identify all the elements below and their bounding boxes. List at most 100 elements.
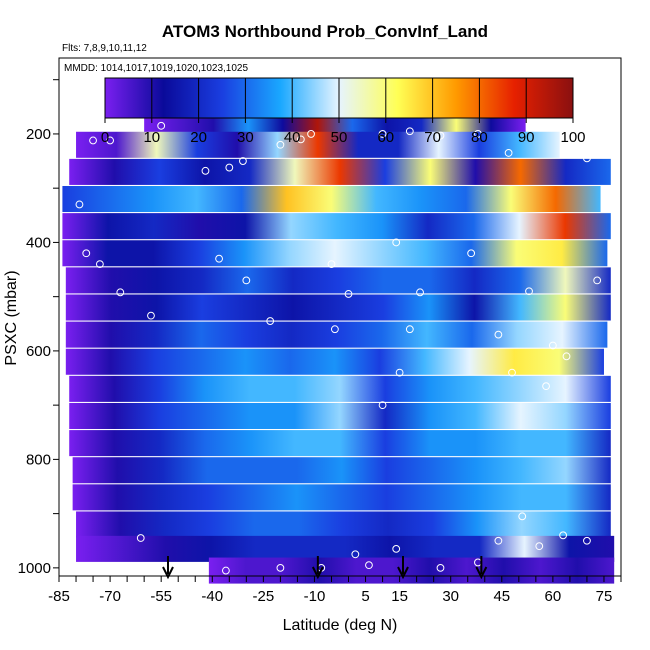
colorbar-tick-label: 0 [101,129,109,146]
sample-point [351,550,360,559]
y-axis: 200 400 600 800 1000 [18,79,59,577]
sample-point [307,130,315,138]
x-axis: -85 -70 -55 -40 -25 -10 5 15 30 45 60 75 [48,576,622,605]
sample-point [436,131,445,140]
sample-point [405,127,414,136]
colorbar-tick-label: 10 [143,129,160,146]
y-tick-label: 1000 [18,560,51,577]
x-axis-label: Latitude (deg N) [283,617,398,634]
heatmap-layer [76,511,611,538]
heatmap-layer [69,158,611,185]
sample-point [215,254,223,263]
x-tick-label: 75 [596,588,613,605]
heatmap-layer [69,375,611,402]
sample-point [296,135,305,144]
colorbar-tick-label: 100 [560,129,585,146]
sample-point [392,544,401,553]
sample-point [518,512,527,521]
sample-point [548,341,557,350]
sample-point [405,325,414,334]
sample-point [583,154,591,163]
sample-point [157,121,166,130]
sample-point [392,238,401,247]
sample-point [504,149,513,157]
colorbar-tick-label: 30 [237,129,254,146]
flight-arrow-head [311,566,324,580]
sample-point [416,288,424,297]
sample-points [75,121,602,575]
heatmap-layer [62,213,611,240]
heatmap-layer [62,240,608,267]
sample-point [494,330,503,339]
colorbar-tick-label: 50 [331,129,348,146]
sample-point [436,563,445,572]
sample-point [344,290,353,298]
colorbar-tick-label: 60 [377,129,394,146]
y-tick-label: 200 [26,126,51,143]
sample-point [494,536,503,545]
heatmap-layer [65,348,604,375]
sample-point [136,534,145,542]
flight-arrow-head [475,566,488,580]
sample-point [147,311,155,320]
sample-point [583,536,591,545]
sample-point [559,531,567,540]
x-tick-label: 30 [442,588,459,605]
sample-point [525,287,533,296]
flights-note: Flts: 7,8,9,10,11,12 [62,43,147,54]
heatmap-layer [65,321,608,348]
heatmap-layer [69,430,611,457]
heatmap-layer [72,457,611,484]
heatmap-layer [65,294,611,321]
sample-point [201,166,210,175]
sample-point [562,352,571,361]
sample-point [89,136,97,145]
sample-point [276,140,285,149]
sample-point [474,130,482,138]
sample-point [378,130,387,138]
colorbar-tick-label: 70 [424,129,441,146]
sample-point [75,200,84,209]
y-tick-label: 800 [26,451,51,468]
x-tick-label: -25 [253,588,275,605]
x-tick-label: -85 [48,588,70,605]
flight-arrow-head [162,566,174,580]
sample-point [327,260,336,269]
chart-title: ATOM3 Northbound Prob_ConvInf_Land [162,22,488,41]
heatmap-layer [208,557,615,584]
sample-point [95,260,104,269]
sample-point [378,401,387,410]
y-tick-label: 400 [26,234,51,251]
sample-point [395,368,404,377]
colorbar-ticks: 0 10 20 30 40 50 60 70 80 90 100 [101,78,586,146]
sample-point [266,317,275,325]
flight-arrows [162,556,488,580]
sample-point [330,325,339,334]
sample-point [242,276,251,285]
x-tick-label: -10 [304,588,326,605]
heatmap-layer [62,186,601,213]
colorbar-tick-label: 40 [284,129,301,146]
dates-note: MMDD: 1014,1017,1019,1020,1023,1025 [64,63,248,74]
y-axis-label: PSXC (mbar) [3,270,20,365]
x-tick-label: 5 [361,588,369,605]
heatmap-layers [62,110,615,584]
x-tick-label: 45 [493,588,510,605]
sample-point [365,561,373,570]
sample-point [276,563,285,572]
sample-point [116,288,125,297]
sample-point [106,136,114,145]
sample-point [542,382,550,391]
sample-point [239,157,247,165]
sample-point [508,368,516,377]
x-tick-label: 60 [545,588,562,605]
x-tick-label: 15 [391,588,408,605]
heatmap-layer [65,267,611,294]
y-tick-label: 600 [26,343,51,360]
sample-point [593,276,602,285]
x-tick-label: -40 [201,588,223,605]
sample-point [225,163,234,172]
sample-point [82,249,91,258]
heatmap-layer [76,131,560,158]
